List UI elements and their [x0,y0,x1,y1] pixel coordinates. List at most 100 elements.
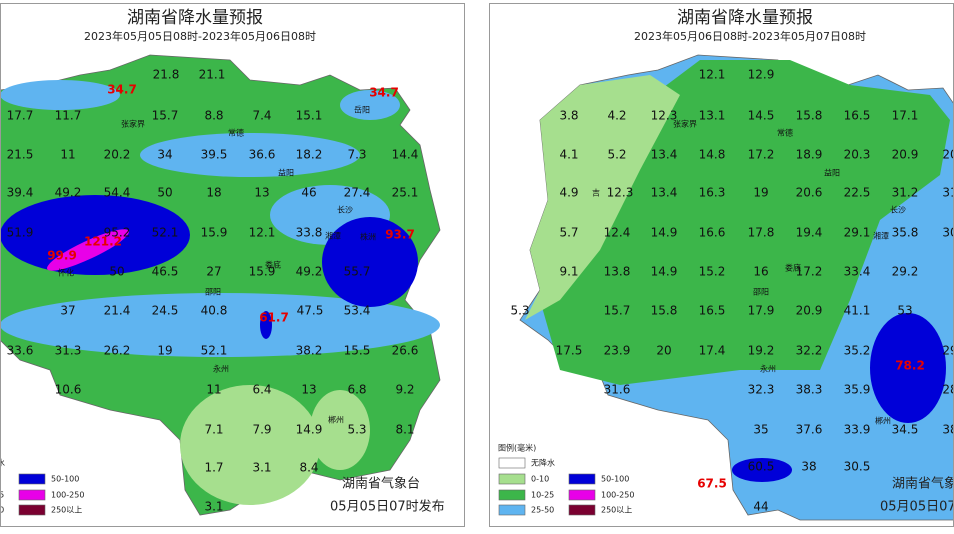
rain-value: 7.9 [252,423,271,437]
rain-value: 26.6 [392,344,419,358]
rain-value: 4.9 [559,186,578,200]
city-label: 长沙 [890,205,906,215]
rain-value: 5.7 [559,226,578,240]
legend-label: 100-250 [51,491,84,500]
rain-value: 22.5 [844,186,871,200]
rain-value: 28 [942,383,954,397]
rain-value: 6.4 [252,383,271,397]
rain-value: 7.1 [204,423,223,437]
rain-value: 7.4 [252,109,271,123]
rain-value: 37 [60,304,75,318]
rain-value: 34 [157,148,172,162]
city-label: 怀化 [58,268,74,278]
rain-value: 19.4 [796,226,823,240]
rain-zone [47,229,129,271]
rain-value: 16 [753,265,768,279]
rain-value: 35.2 [844,344,871,358]
issued-time: 05月05日07时发布 [330,499,445,515]
map-subtitle: 2023年05月06日08时-2023年05月07日08时 [634,29,866,43]
rain-value: 36.6 [249,148,276,162]
rain-value: 8.1 [395,423,414,437]
legend-label: 50-100 [51,475,79,484]
rain-value: 21.8 [153,68,180,82]
city-label: 张家界 [121,119,145,129]
city-label: 岳阳 [354,105,370,115]
agency: 湖南省气象台 [892,476,954,492]
rain-value: 21.5 [7,148,34,162]
rain-value: 11 [60,148,75,162]
rain-value: 3.1 [252,461,271,475]
rain-value: 3.8 [559,109,578,123]
rain-zone [310,390,370,470]
rain-value: 19.2 [748,344,775,358]
city-label: 娄底 [265,260,281,270]
city-label: 永州 [760,364,776,374]
legend-title: 图例(毫米) [498,443,536,453]
agency: 湖南省气象台 [342,476,420,492]
rain-value: 20.9 [796,304,823,318]
rain-value: 31.2 [892,186,919,200]
rain-value: 19 [157,344,172,358]
issued-time: 05月05日07时发布 [880,499,954,515]
rain-value: 38 [801,460,816,474]
rain-value: 16.5 [844,109,871,123]
rain-zone [340,90,400,120]
rain-value: 20.9 [892,148,919,162]
rain-value: 78.2 [895,359,925,373]
rain-value: 52.1 [152,226,179,240]
rain-value: 17.1 [892,109,919,123]
rain-value: 6.8 [347,383,366,397]
rain-value: 5.3 [510,304,529,318]
rain-value: 39.5 [201,148,228,162]
rain-value: 32.3 [748,383,775,397]
rain-value: 15.7 [604,304,631,318]
rain-value: 31.3 [55,344,82,358]
rain-value: 20 [942,148,954,162]
rain-value: 18.2 [296,148,323,162]
rain-zone [1,80,120,110]
legend-swatch [18,473,46,485]
rain-value: 14.9 [296,423,323,437]
map-panel: 湖南省降水量预报2023年05月06日08时-2023年05月07日08时张家界… [498,8,954,521]
rain-value: 15.9 [201,226,228,240]
rain-value: 3.1 [204,500,223,514]
rain-value: 14.9 [651,265,678,279]
rain-zone [322,217,418,307]
rain-value: 15.1 [296,109,323,123]
rain-value: 33.9 [844,423,871,437]
rain-value: 30 [942,226,954,240]
rain-value: 7.3 [347,148,366,162]
rain-value: 5.2 [607,148,626,162]
rain-value: 47.5 [297,304,324,318]
rain-value: 41.1 [844,304,871,318]
rain-value: 4.2 [607,109,626,123]
rain-zone [732,458,792,482]
rain-value: 15.8 [796,109,823,123]
rain-zone [525,75,680,320]
legend-label: 250以上 [601,506,632,515]
rain-value: 33.8 [296,226,323,240]
rain-value: 33.4 [844,265,871,279]
rain-value: 17.8 [748,226,775,240]
rain-value: 33.6 [7,344,34,358]
rain-value: 12.4 [604,226,631,240]
rain-zone [140,133,360,177]
legend-label: 250以上 [51,506,82,515]
rain-value: 15.5 [344,344,371,358]
rain-value: 17.2 [796,265,823,279]
rain-value: 67.5 [697,477,727,491]
rain-value: 40.8 [201,304,228,318]
rain-value: 13 [301,383,316,397]
legend-label: 25-50 [531,506,554,515]
rain-value: 17.7 [7,109,34,123]
map-panel: 湖南省降水量预报2023年05月05日08时-2023年05月06日08时张家界… [1,8,445,516]
rain-value: 14.8 [699,148,726,162]
rain-value: 34.7 [107,83,137,97]
city-label: 常德 [228,128,244,138]
rain-value: 39.4 [7,186,34,200]
rain-value: 95.2 [104,226,131,240]
legend-swatch [568,473,596,485]
rain-value: 121.2 [84,235,122,249]
city-label: 张家界 [673,119,697,129]
rain-value: 51.9 [7,226,34,240]
